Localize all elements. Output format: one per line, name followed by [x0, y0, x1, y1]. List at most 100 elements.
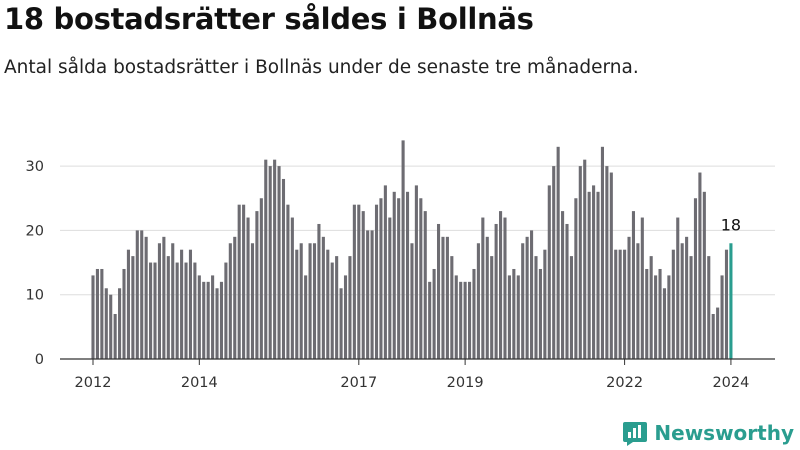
- bar: [574, 198, 578, 359]
- bar: [370, 230, 374, 359]
- bar: [609, 172, 613, 359]
- bar: [711, 313, 715, 359]
- bar: [565, 223, 569, 359]
- bar-highlight: [729, 243, 733, 359]
- bar: [157, 243, 161, 359]
- bar: [237, 204, 241, 359]
- bar: [490, 256, 494, 359]
- bar: [538, 268, 542, 359]
- bar: [162, 236, 166, 359]
- bar: [463, 281, 467, 359]
- bar: [259, 198, 263, 359]
- bar: [680, 243, 684, 359]
- y-tick-label: 0: [35, 352, 44, 368]
- bar: [113, 313, 117, 359]
- bar: [423, 211, 427, 359]
- bar: [583, 159, 587, 359]
- bar: [215, 288, 219, 359]
- bar: [206, 281, 210, 359]
- bar: [410, 243, 414, 359]
- x-tick-label: 2024: [712, 375, 749, 391]
- bar: [476, 243, 480, 359]
- bar: [140, 230, 144, 359]
- bar: [295, 249, 299, 359]
- bar: [242, 204, 246, 359]
- bar: [348, 256, 352, 359]
- bar: [724, 249, 729, 359]
- bar: [374, 204, 379, 359]
- bar: [357, 204, 361, 359]
- bar: [707, 256, 711, 359]
- bar: [481, 217, 485, 359]
- bar: [676, 217, 680, 359]
- bar: [685, 236, 689, 359]
- bar: [330, 262, 334, 359]
- bar: [91, 275, 95, 359]
- bar: [645, 268, 649, 359]
- bar: [441, 236, 445, 359]
- bar: [552, 166, 556, 359]
- bar: [521, 243, 525, 359]
- bar: [671, 249, 675, 359]
- bar: [100, 268, 104, 359]
- bar: [693, 198, 698, 359]
- y-tick-label: 30: [26, 159, 44, 175]
- bar: [246, 217, 250, 359]
- bar: [383, 185, 387, 359]
- bar: [649, 256, 653, 359]
- bar: [317, 223, 321, 359]
- highlight-value-label: 18: [721, 215, 741, 234]
- bar: [379, 198, 383, 359]
- bar: [184, 262, 188, 359]
- bar: [436, 223, 441, 359]
- bar: [605, 166, 609, 359]
- bar: [339, 288, 343, 359]
- bars: [91, 140, 733, 359]
- bar: [569, 256, 573, 359]
- bar: [109, 294, 113, 359]
- bar: [233, 236, 237, 359]
- bar: [472, 268, 476, 359]
- bar: [543, 249, 547, 359]
- bar: [503, 217, 507, 359]
- bar: [614, 249, 618, 359]
- bar: [281, 178, 286, 359]
- bar: [512, 268, 516, 359]
- bar: [366, 230, 370, 359]
- bar: [405, 191, 410, 359]
- bar: [414, 185, 418, 359]
- bar: [202, 281, 206, 359]
- chart-subtitle: Antal sålda bostadsrätter i Bollnäs unde…: [4, 57, 639, 78]
- bar: [631, 211, 636, 359]
- bar: [388, 217, 392, 359]
- bar: [312, 243, 317, 359]
- bar: [397, 198, 401, 359]
- bar: [401, 140, 405, 359]
- bar: [698, 172, 702, 359]
- bar: [689, 256, 693, 359]
- y-tick-label: 10: [26, 288, 44, 304]
- bar: [149, 262, 153, 359]
- bar: [716, 307, 720, 359]
- bar: [459, 281, 463, 359]
- bar: [126, 249, 130, 359]
- bar: [95, 268, 99, 359]
- bar: [131, 256, 135, 359]
- bar: [485, 236, 489, 359]
- bar: [547, 185, 551, 359]
- bar: [525, 236, 529, 359]
- bar: [188, 249, 193, 359]
- bar: [175, 262, 179, 359]
- newsworthy-logo-icon: [623, 422, 648, 446]
- bar: [578, 166, 582, 359]
- annotations: 18: [721, 215, 741, 234]
- bar: [180, 249, 184, 359]
- bar: [144, 236, 148, 359]
- x-tick-label: 2012: [75, 375, 112, 391]
- bar: [702, 191, 706, 359]
- bar: [104, 288, 108, 359]
- bar: [250, 243, 255, 359]
- bar: [343, 275, 348, 359]
- chart-title: 18 bostadsrätter såldes i Bollnäs: [4, 2, 534, 36]
